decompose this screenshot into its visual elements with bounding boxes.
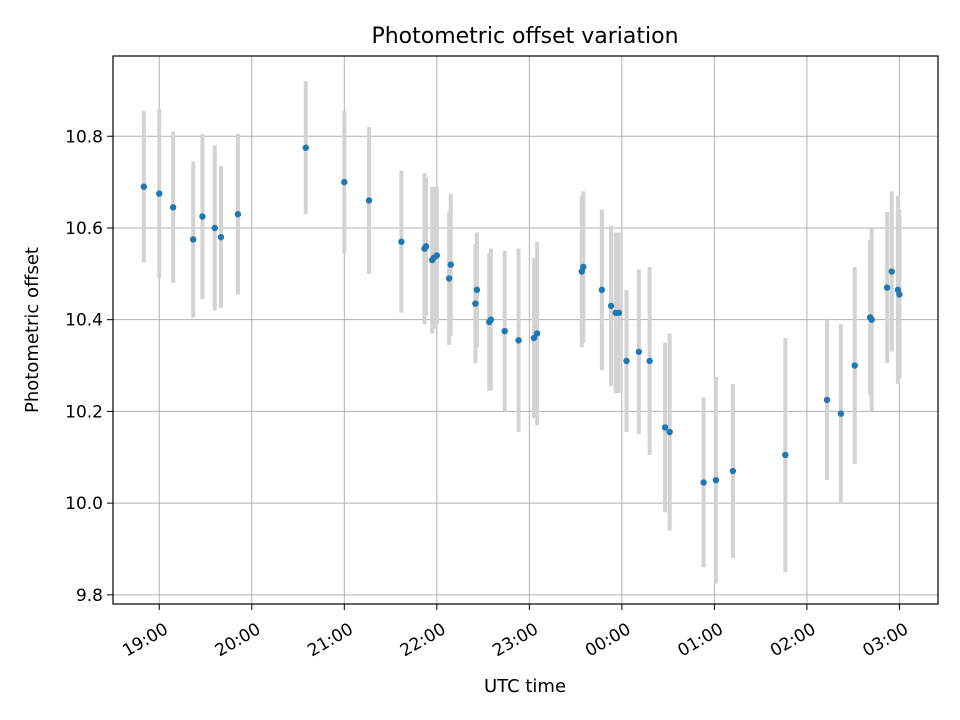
y-tick-label: 10.2 (65, 402, 103, 422)
data-point (341, 178, 348, 186)
data-point (635, 348, 643, 355)
data-point (896, 291, 903, 298)
data-point (472, 300, 479, 307)
y-tick-label: 10.4 (65, 311, 103, 331)
data-point (515, 337, 522, 344)
data-point (661, 424, 669, 431)
data-point (533, 330, 541, 337)
y-axis-ticks: 9.8 10.0 10.2 10.4 10.6 10.8 (65, 127, 113, 606)
data-point (666, 428, 673, 436)
data-point (883, 284, 891, 291)
data-point (782, 451, 789, 459)
plot-frame (112, 55, 939, 605)
data-point (501, 327, 508, 335)
y-axis-label: Photometric offset (22, 247, 43, 413)
data-point (189, 236, 197, 243)
data-point (598, 286, 606, 294)
data-point (823, 396, 831, 404)
data-point (199, 213, 206, 220)
chart-title: Photometric offset variation (371, 24, 678, 49)
x-axis-label: UTC time (484, 676, 566, 697)
data-point (365, 197, 373, 204)
y-tick-label: 9.8 (76, 586, 103, 606)
data-point (447, 261, 454, 268)
data-point (445, 275, 453, 282)
data-point (851, 362, 858, 369)
data-point (302, 144, 309, 151)
data-point (868, 316, 875, 323)
data-point (646, 357, 653, 365)
data-point (211, 224, 218, 232)
data-point (234, 211, 242, 218)
data-point (700, 479, 707, 486)
data-point (615, 309, 622, 317)
data-points (140, 144, 903, 486)
data-point (607, 302, 615, 310)
data-point (530, 334, 538, 342)
data-point (623, 357, 630, 365)
data-point (712, 476, 720, 484)
data-point (169, 204, 177, 211)
data-point (473, 286, 481, 294)
data-point (580, 263, 587, 271)
data-point (156, 190, 163, 197)
data-point (487, 316, 495, 323)
data-point (729, 467, 737, 475)
data-point (837, 410, 845, 417)
grid (113, 56, 938, 604)
y-tick-label: 10.8 (65, 127, 103, 147)
data-point (888, 268, 895, 275)
data-point (433, 252, 441, 259)
data-point (422, 243, 430, 250)
y-tick-label: 10.6 (65, 219, 103, 239)
data-point (140, 183, 148, 190)
y-tick-label: 10.0 (65, 494, 103, 514)
data-point (217, 233, 225, 241)
data-point (398, 238, 405, 245)
